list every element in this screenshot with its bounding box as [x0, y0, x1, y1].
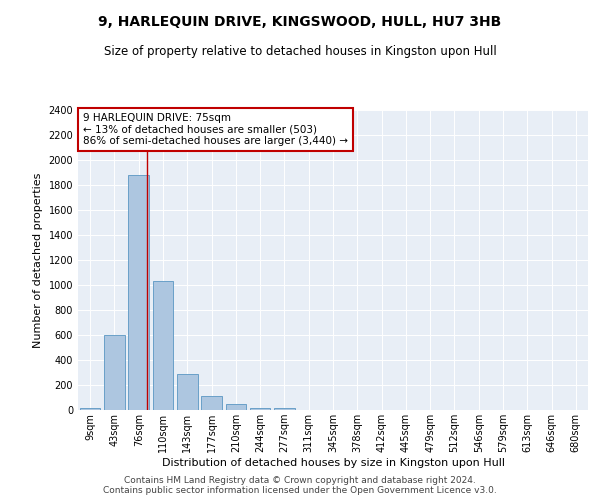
Bar [201, 396, 222, 410]
Bar [128, 175, 149, 410]
Text: Contains HM Land Registry data © Crown copyright and database right 2024.
Contai: Contains HM Land Registry data © Crown c… [103, 476, 497, 495]
Text: Size of property relative to detached houses in Kingston upon Hull: Size of property relative to detached ho… [104, 45, 496, 58]
Bar [104, 335, 125, 410]
Y-axis label: Number of detached properties: Number of detached properties [33, 172, 43, 348]
Bar [274, 408, 295, 410]
Bar [226, 404, 246, 410]
Bar [250, 408, 271, 410]
Bar [80, 408, 100, 410]
X-axis label: Distribution of detached houses by size in Kingston upon Hull: Distribution of detached houses by size … [161, 458, 505, 468]
Bar [177, 374, 197, 410]
Text: 9 HARLEQUIN DRIVE: 75sqm
← 13% of detached houses are smaller (503)
86% of semi-: 9 HARLEQUIN DRIVE: 75sqm ← 13% of detach… [83, 113, 348, 146]
Text: 9, HARLEQUIN DRIVE, KINGSWOOD, HULL, HU7 3HB: 9, HARLEQUIN DRIVE, KINGSWOOD, HULL, HU7… [98, 15, 502, 29]
Bar [152, 281, 173, 410]
